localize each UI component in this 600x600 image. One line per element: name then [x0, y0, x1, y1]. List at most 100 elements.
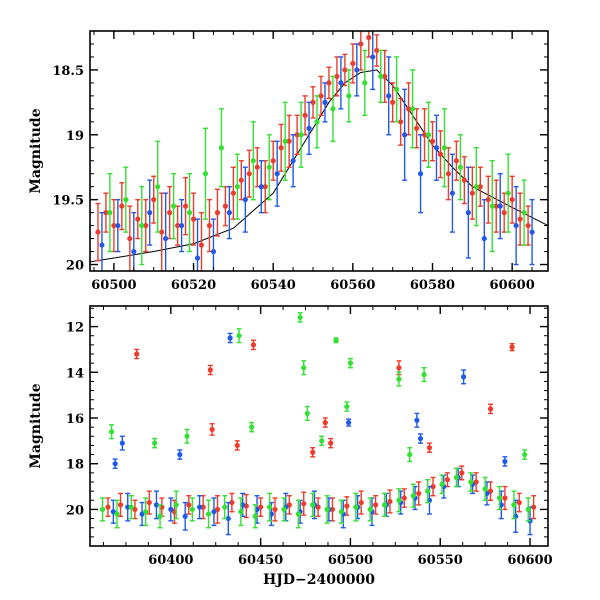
zoom-panel-x-tick-label: 60540 [251, 278, 296, 293]
zoom-panel-series-0-point [445, 147, 452, 201]
full-panel-series-2-point [173, 490, 179, 520]
full-panel-series-0-point [214, 495, 221, 524]
zoom-panel-series-0-point [350, 43, 356, 84]
full-panel-series-1-point [125, 492, 131, 522]
full-panel-series-5-outlier [236, 328, 242, 344]
full-panel-series-0-point [186, 495, 192, 515]
zoom-panel-series-0-point [294, 114, 300, 155]
full-panel-series-1-point [196, 495, 203, 520]
zoom-panel-series-1-point [433, 114, 440, 181]
zoom-panel-series-0-point [143, 198, 149, 253]
zoom-panel-y-tick-label: 20 [66, 259, 84, 274]
full-panel-series-3-outlier [310, 447, 316, 458]
full-panel-series-5-outlier [301, 360, 307, 376]
full-panel-series-0-point [315, 497, 321, 517]
zoom-panel-series-0-point [167, 185, 173, 240]
full-panel-x-axis-label: HJD−2400000 [263, 572, 375, 588]
full-panel-series-4-outlier [119, 435, 125, 451]
full-panel-series-2-point [496, 485, 503, 511]
full-panel-series-0-point [372, 495, 379, 515]
full-panel-series-3-outlier [322, 417, 328, 428]
zoom-panel-series-1-point [163, 192, 169, 271]
zoom-panel-series-2-point [266, 134, 272, 201]
zoom-panel-series-2-point [171, 173, 177, 240]
zoom-panel-frame [89, 30, 549, 272]
full-panel-series-3-outlier [209, 423, 215, 436]
zoom-panel-series-0-point [278, 123, 284, 172]
full-panel-series-5-outlier [152, 437, 158, 449]
zoom-panel-series-0-point [254, 147, 260, 188]
zoom-panel-series-2-point [457, 134, 463, 201]
zoom-panel-x-tick-label: 60520 [171, 278, 216, 293]
full-panel-series-4-outlier [414, 412, 420, 428]
full-panel-axes: 60400 60450 60500 60550 60600 12 14 16 18 20 [66, 306, 553, 568]
full-panel-series-5-outlier [319, 435, 325, 447]
zoom-panel-series-0-point [95, 202, 101, 262]
zoom-panel-series-2-point [139, 185, 145, 266]
zoom-panel-series-2-point [425, 101, 432, 168]
full-panel-series-2-point [143, 497, 149, 527]
zoom-panel-series-0-point [421, 108, 428, 162]
full-panel-y-tick-label: 16 [66, 412, 84, 427]
full-panel-series-2-point [353, 492, 359, 522]
full-panel-series-2-point [425, 479, 431, 504]
zoom-panel-series-2-point [186, 173, 193, 253]
zoom-panel-series-2-point [107, 173, 113, 253]
full-panel-series-2-point [205, 499, 212, 529]
full-panel-series-4-outlier [460, 369, 467, 385]
zoom-panel-series-1-point [147, 179, 153, 246]
zoom-panel-series-1-point [226, 185, 232, 240]
full-panel-series-0-point [459, 465, 465, 481]
zoom-panel-series-0-point [286, 114, 292, 168]
zoom-panel-series-2-point [234, 153, 240, 220]
zoom-panel-model-curve [90, 69, 548, 263]
zoom-panel-series-2-point [218, 108, 225, 188]
full-panel-series-2-point [381, 492, 388, 517]
zoom-panel-series-0-point [190, 192, 197, 246]
zoom-panel-series-1-point [274, 140, 280, 207]
zoom-panel-series-1-point [131, 211, 137, 271]
full-panel-x-tick-label: 60550 [418, 553, 463, 568]
zoom-panel-y-tick-label: 19 [66, 129, 84, 144]
full-panel-series-0-point [387, 489, 393, 514]
zoom-panel-series-0-point [326, 66, 332, 100]
full-panel-series-1-point [211, 497, 217, 527]
zoom-panel-series-2-point [330, 75, 336, 142]
zoom-panel-series-0-point [151, 175, 157, 224]
zoom-panel-series-2-point [202, 127, 209, 220]
full-panel-series-1-point [498, 490, 504, 520]
full-panel-series-5-outlier [333, 337, 339, 344]
full-panel-series-0-point [105, 497, 111, 517]
zoom-panel-series-0-point [310, 86, 316, 119]
full-panel-series-5-outlier [347, 357, 354, 369]
full-panel-series-0-point [416, 481, 422, 506]
zoom-panel-series-2-point [378, 49, 384, 104]
zoom-panel-series-1-point [370, 31, 376, 91]
full-panel-series-0-point [502, 485, 508, 511]
zoom-panel-series-1-point [242, 166, 248, 233]
zoom-panel-series-0-point [437, 130, 444, 179]
zoom-panel-series-1-point [417, 134, 424, 214]
full-panel-series-2-point [281, 497, 287, 522]
full-panel-series-3-outlier [328, 437, 334, 449]
full-panel-series-3-outlier [207, 364, 213, 376]
full-panel-series-2-point [324, 495, 330, 524]
zoom-panel-series-2-point [250, 121, 256, 201]
full-panel-x-tick-label: 60600 [507, 553, 552, 568]
zoom-panel-series-0-point [453, 140, 459, 181]
full-panel-series-1-point [182, 501, 188, 531]
zoom-panel-x-tick-label: 60580 [410, 278, 455, 293]
full-panel-series-2-point [189, 497, 195, 522]
full-panel-series-2-point [468, 472, 474, 492]
full-panel-series-2-point [238, 497, 244, 527]
full-panel-series-5-outlier [249, 421, 255, 433]
full-panel-series-2-point [310, 492, 316, 517]
full-panel-series-0-point [146, 490, 152, 515]
full-panel-series-0-point [286, 495, 292, 515]
full-panel-series-3-outlier [487, 403, 494, 415]
zoom-panel-series-0-point [198, 211, 205, 271]
full-panel-x-tick-label: 60500 [328, 553, 373, 568]
zoom-panel-series-0-point [159, 192, 165, 271]
zoom-panel-series-1-point [513, 185, 519, 266]
full-panel-series-0-point [243, 493, 249, 519]
